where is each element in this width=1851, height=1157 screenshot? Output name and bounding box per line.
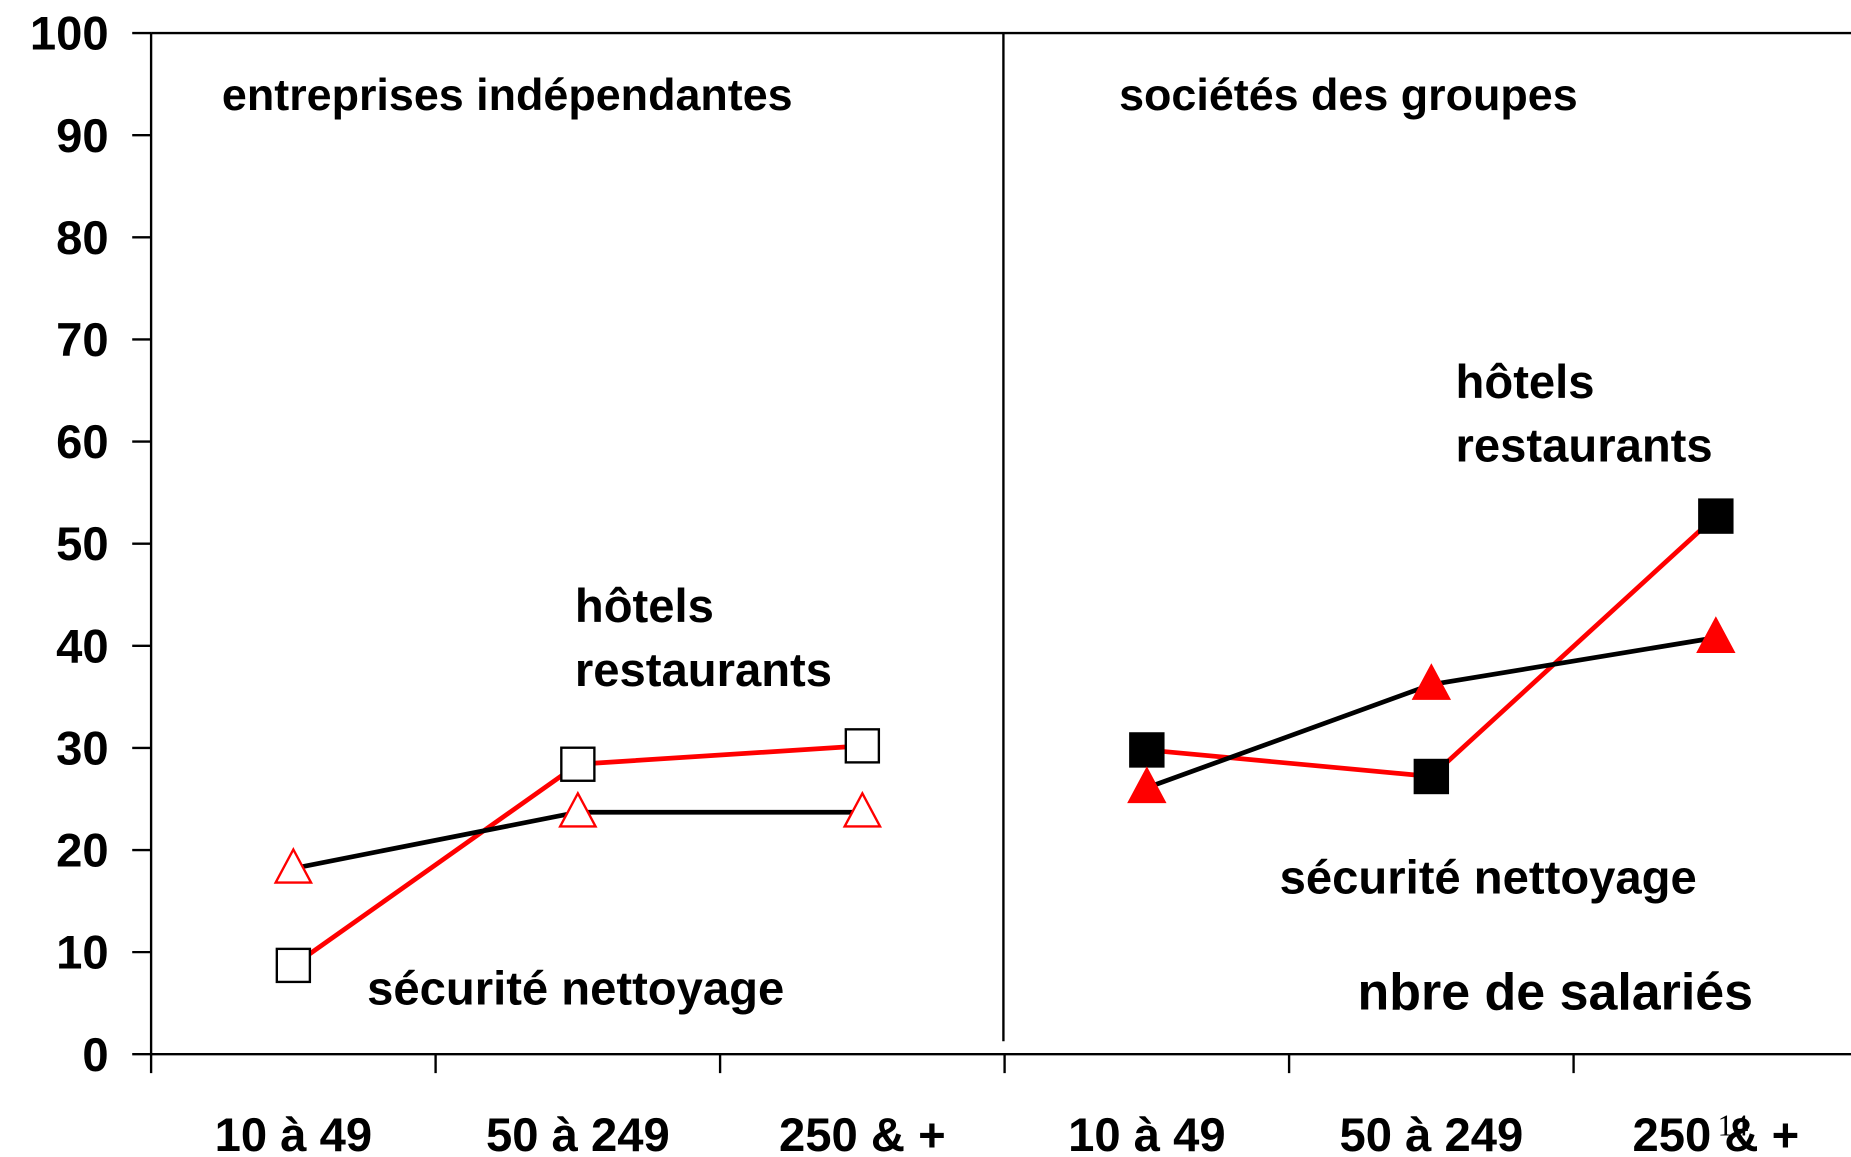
marker-triangle — [1696, 616, 1736, 653]
y-tick-label: 50 — [56, 518, 109, 571]
marker-square — [1698, 498, 1734, 534]
x-tick-label: 10 à 49 — [1068, 1109, 1226, 1157]
marker-square — [1129, 732, 1165, 768]
annotation: restaurants — [1456, 420, 1713, 473]
y-tick-label: 0 — [82, 1029, 108, 1082]
y-tick-label: 100 — [30, 8, 109, 61]
marker-square — [560, 746, 596, 782]
y-tick-label: 70 — [56, 314, 109, 367]
y-tick-label: 20 — [56, 825, 109, 878]
x-tick-label: 250 & + — [779, 1109, 946, 1157]
x-tick-label: 250 & + — [1633, 1109, 1800, 1157]
marker-square — [1413, 758, 1450, 795]
marker-triangle — [1127, 766, 1167, 804]
marker-triangle — [273, 847, 314, 884]
marker-triangle — [842, 790, 883, 828]
marker-square — [844, 728, 881, 764]
y-tick-label: 30 — [56, 722, 109, 775]
y-tick-label: 80 — [56, 212, 109, 265]
marker-triangle — [1411, 663, 1452, 700]
annotation: sécurité nettoyage — [1280, 852, 1697, 905]
y-tick-label: 10 — [56, 927, 109, 980]
y-tick-label: 40 — [56, 620, 109, 673]
series-line — [1146, 514, 1718, 779]
annotation: hôtels — [575, 580, 714, 633]
annotation: sociétés des groupes — [1119, 69, 1578, 120]
x-tick-label: 50 à 249 — [1339, 1109, 1523, 1157]
annotation: sécurité nettoyage — [367, 963, 784, 1016]
y-tick-label: 60 — [56, 416, 109, 469]
x-tick-label: 50 à 249 — [486, 1109, 670, 1157]
annotation: nbre de salariés — [1358, 963, 1754, 1021]
annotation: restaurants — [575, 644, 832, 697]
page-number: 14 — [1718, 1109, 1749, 1143]
y-tick-label: 90 — [56, 110, 109, 163]
x-tick-label: 10 à 49 — [215, 1109, 373, 1157]
annotation: entreprises indépendantes — [222, 69, 793, 120]
annotation: hôtels — [1456, 356, 1595, 409]
marker-square — [275, 947, 312, 984]
marker-triangle — [558, 790, 598, 828]
